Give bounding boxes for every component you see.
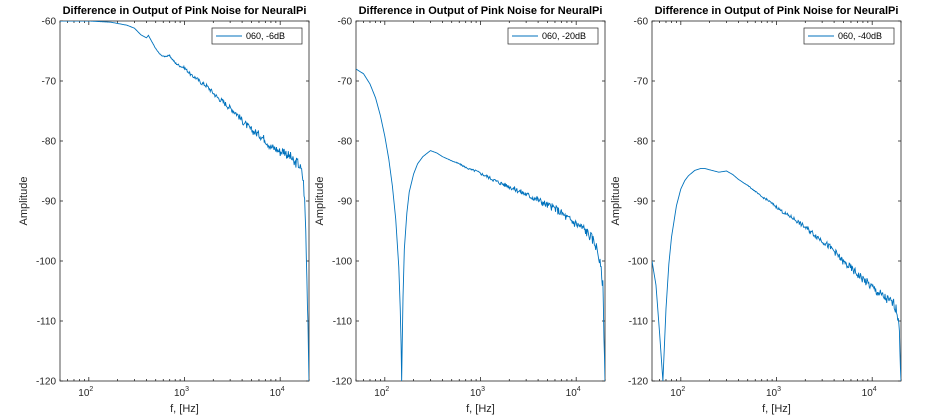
chart-title: Difference in Output of Pink Noise for N… [655, 5, 899, 17]
x-axis-label: f, [Hz] [466, 403, 495, 415]
y-tick-label: -90 [42, 197, 57, 208]
y-tick-label: -110 [37, 317, 57, 328]
y-tick-label: -120 [332, 377, 352, 388]
y-axis-label: Amplitude [610, 177, 622, 226]
legend-entry: 060, -40dB [838, 31, 882, 41]
legend-entry: 060, -20dB [542, 31, 586, 41]
x-tick-label: 104 [862, 386, 877, 399]
y-axis-label: Amplitude [18, 177, 30, 226]
series-line [652, 168, 901, 381]
y-tick-label: -60 [634, 17, 649, 28]
x-tick-label: 104 [270, 386, 285, 399]
y-tick-label: -70 [338, 77, 353, 88]
y-tick-label: -120 [36, 377, 56, 388]
chart-title: Difference in Output of Pink Noise for N… [359, 5, 603, 17]
legend-entry: 060, -6dB [246, 31, 285, 41]
subplot-1: Difference in Output of Pink Noise for N… [18, 5, 310, 415]
axes-frame [651, 20, 902, 382]
legend-box [507, 27, 599, 45]
legend-box [803, 27, 895, 45]
y-tick-label: -70 [42, 77, 57, 88]
x-tick-label: 103 [470, 386, 485, 399]
y-tick-label: -90 [634, 197, 649, 208]
series-line [60, 21, 309, 381]
chart-title: Difference in Output of Pink Noise for N… [63, 5, 307, 17]
legend: 060, -20dB [507, 27, 599, 45]
y-tick-label: -90 [338, 197, 353, 208]
subplot-3: Difference in Output of Pink Noise for N… [610, 5, 902, 415]
x-tick-label: 102 [670, 386, 685, 399]
y-tick-label: -120 [628, 377, 648, 388]
x-tick-label: 104 [566, 386, 581, 399]
axes-frame [355, 20, 606, 382]
x-tick-label: 103 [766, 386, 781, 399]
y-tick-label: -100 [332, 257, 352, 268]
y-axis-label: Amplitude [314, 177, 326, 226]
y-tick-label: -80 [338, 137, 353, 148]
y-tick-label: -100 [36, 257, 56, 268]
legend: 060, -6dB [211, 27, 303, 45]
y-tick-label: -80 [634, 137, 649, 148]
x-tick-label: 102 [78, 386, 93, 399]
y-tick-label: -60 [42, 17, 57, 28]
y-tick-label: -100 [628, 257, 648, 268]
legend: 060, -40dB [803, 27, 895, 45]
axes-frame [59, 20, 310, 382]
subplot-2: Difference in Output of Pink Noise for N… [314, 5, 606, 415]
y-tick-label: -110 [629, 317, 649, 328]
y-tick-label: -80 [42, 137, 57, 148]
y-tick-label: -70 [634, 77, 649, 88]
y-tick-label: -110 [333, 317, 353, 328]
x-axis-label: f, [Hz] [170, 403, 199, 415]
legend-box [211, 27, 303, 45]
series-line [356, 68, 605, 381]
x-tick-label: 102 [374, 386, 389, 399]
x-axis-label: f, [Hz] [762, 403, 791, 415]
x-tick-label: 103 [174, 386, 189, 399]
y-tick-label: -60 [338, 17, 353, 28]
